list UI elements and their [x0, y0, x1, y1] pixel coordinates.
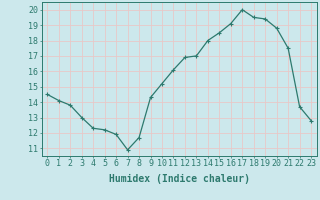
X-axis label: Humidex (Indice chaleur): Humidex (Indice chaleur) [109, 174, 250, 184]
